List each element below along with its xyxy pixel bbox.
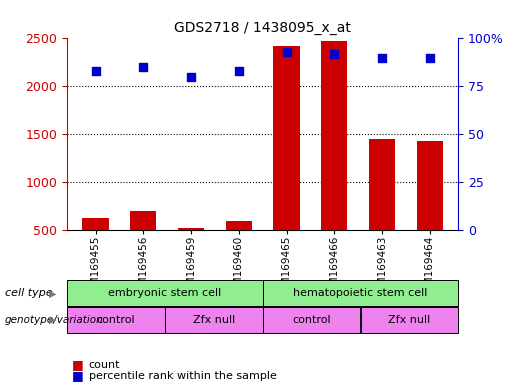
Text: ▶: ▶ — [49, 288, 57, 298]
Text: Zfx null: Zfx null — [193, 315, 235, 325]
Bar — [178, 228, 204, 278]
Bar — [273, 46, 300, 278]
Text: percentile rank within the sample: percentile rank within the sample — [89, 371, 277, 381]
Text: hematopoietic stem cell: hematopoietic stem cell — [294, 288, 427, 298]
Point — [235, 68, 243, 74]
Point — [187, 74, 195, 80]
Text: control: control — [293, 315, 331, 325]
Point — [425, 55, 434, 61]
Title: GDS2718 / 1438095_x_at: GDS2718 / 1438095_x_at — [174, 21, 351, 35]
Bar — [321, 41, 348, 278]
Text: ▶: ▶ — [49, 315, 57, 325]
Bar — [226, 221, 252, 278]
Point — [282, 49, 290, 55]
Text: count: count — [89, 360, 120, 370]
Text: cell type: cell type — [5, 288, 53, 298]
Text: control: control — [97, 315, 135, 325]
Bar — [417, 141, 443, 278]
Bar — [82, 218, 109, 278]
Point — [378, 55, 386, 61]
Text: Zfx null: Zfx null — [388, 315, 431, 325]
Text: genotype/variation: genotype/variation — [5, 315, 104, 325]
Point — [92, 68, 100, 74]
Point — [330, 51, 338, 57]
Bar — [130, 211, 157, 278]
Text: embryonic stem cell: embryonic stem cell — [108, 288, 221, 298]
Text: ■: ■ — [72, 358, 84, 371]
Point — [139, 64, 147, 70]
Text: ■: ■ — [72, 369, 84, 382]
Bar — [369, 139, 395, 278]
